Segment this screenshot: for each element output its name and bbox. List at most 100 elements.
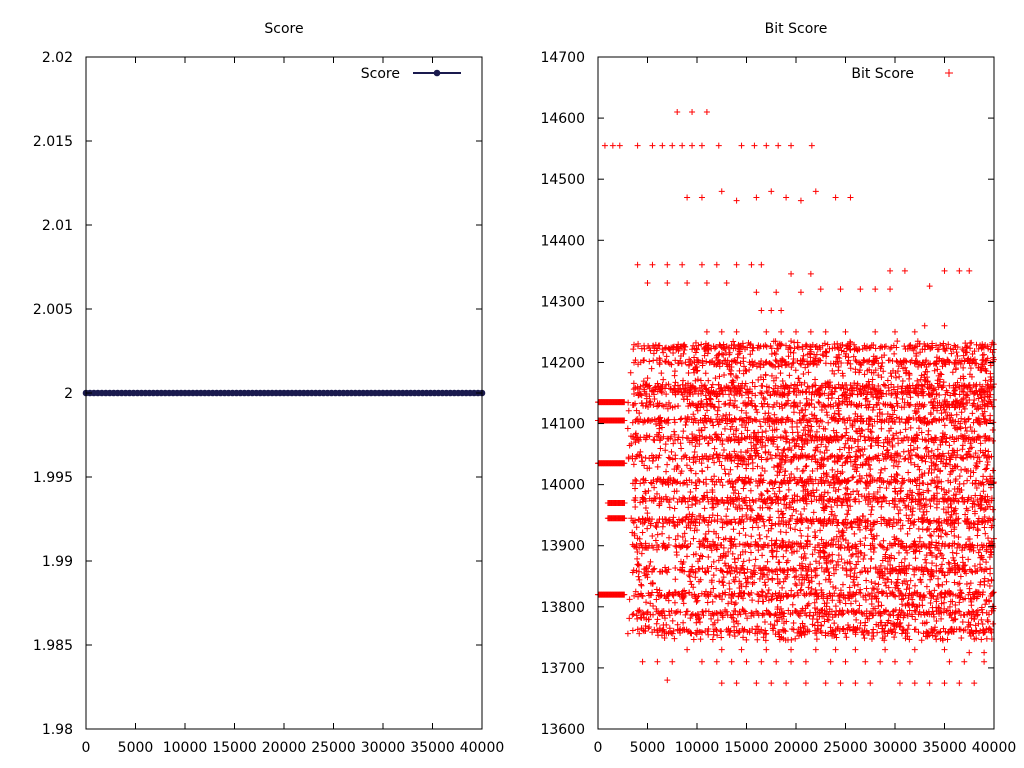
bit-score-band-point <box>857 517 864 524</box>
bit-score-point <box>717 553 724 560</box>
bit-score-point <box>862 535 869 542</box>
bit-score-point <box>652 522 659 529</box>
bit-score-point <box>758 658 765 665</box>
bit-score-band-point <box>664 569 671 576</box>
bit-score-band-point <box>675 388 682 395</box>
bit-score-band-point <box>718 567 725 574</box>
bit-score-point <box>802 658 809 665</box>
bit-score-point <box>674 621 681 628</box>
bit-score-band-point <box>981 361 988 368</box>
bit-score-point <box>684 414 691 421</box>
bit-score-band-point <box>736 416 743 423</box>
bit-score-band-point <box>669 518 676 525</box>
bit-score-point <box>756 532 763 539</box>
bit-score-point <box>941 267 948 274</box>
bit-score-band-point <box>885 387 892 394</box>
bit-score-point <box>868 507 875 514</box>
bit-score-point <box>838 502 845 509</box>
bit-score-point <box>949 369 956 376</box>
bit-score-point <box>769 434 776 441</box>
bit-score-point <box>784 593 791 600</box>
bit-score-band-point <box>782 401 789 408</box>
bit-score-band-point <box>886 611 893 618</box>
bit-score-point <box>935 575 942 582</box>
bit-score-band-point <box>772 357 779 364</box>
bit-score-point <box>721 401 728 408</box>
bit-score-point <box>642 504 649 511</box>
bit-score-band-point <box>888 479 895 486</box>
bit-score-band-point <box>760 477 767 484</box>
bit-score-point <box>649 261 656 268</box>
bit-score-point <box>654 658 661 665</box>
bit-score-point <box>652 537 659 544</box>
bit-score-point <box>906 375 913 382</box>
bit-score-point <box>903 586 910 593</box>
bit-score-point <box>956 267 963 274</box>
bit-score-point <box>901 267 908 274</box>
bit-score-point <box>771 420 778 427</box>
bit-score-point <box>766 516 773 523</box>
bit-score-point <box>768 307 775 314</box>
bit-score-point <box>822 680 829 687</box>
bit-score-point <box>890 591 897 598</box>
bit-score-band-point <box>774 388 781 395</box>
bit-score-band-point <box>696 498 703 505</box>
bit-score-band-point <box>763 593 770 600</box>
bit-score-point <box>664 280 671 287</box>
bit-score-point <box>653 454 660 461</box>
bit-score-point <box>733 564 740 571</box>
bit-score-band-point <box>629 611 636 618</box>
bit-score-band-point <box>797 400 804 407</box>
bit-score-band-point <box>730 402 737 409</box>
bit-score-point <box>868 636 875 643</box>
bit-score-point <box>689 142 696 149</box>
bit-score-point <box>702 370 709 377</box>
bit-score-point <box>638 582 645 589</box>
bit-score-point <box>704 464 711 471</box>
bit-score-band-point <box>811 437 818 444</box>
bit-score-point <box>906 636 913 643</box>
bit-score-point <box>822 328 829 335</box>
bit-score-point <box>796 576 803 583</box>
bit-score-band-point <box>900 437 907 444</box>
bit-score-point <box>740 525 747 532</box>
bit-score-point <box>817 553 824 560</box>
bit-score-band-point <box>677 416 684 423</box>
bit-score-point <box>699 608 706 615</box>
bit-score-point <box>649 532 656 539</box>
bit-score-point <box>974 532 981 539</box>
bit-score-point <box>923 559 930 566</box>
bit-score-band-point <box>781 610 788 617</box>
bit-score-band-point <box>745 388 752 395</box>
bit-score-band-point <box>650 401 657 408</box>
bit-score-band-point <box>711 345 718 352</box>
bit-score-point <box>989 426 996 433</box>
bit-score-point <box>910 521 917 528</box>
bit-score-point <box>644 510 651 517</box>
bit-score-point <box>967 365 974 372</box>
bit-score-point <box>836 411 843 418</box>
x-tick-label: 0 <box>82 740 91 756</box>
bit-score-point <box>839 581 846 588</box>
bit-score-point <box>713 658 720 665</box>
bit-score-band-point <box>918 454 925 461</box>
bit-score-point <box>821 550 828 557</box>
bit-score-band-point <box>696 544 703 551</box>
bit-score-point <box>630 380 637 387</box>
bit-score-point <box>743 511 750 518</box>
bit-score-point <box>808 142 815 149</box>
bit-score-point <box>752 556 759 563</box>
bit-score-point <box>975 433 982 440</box>
bit-score-point <box>755 524 762 531</box>
bit-score-point <box>783 529 790 536</box>
bit-score-band-point <box>665 566 672 573</box>
bit-score-point <box>711 473 718 480</box>
bit-score-point <box>727 426 734 433</box>
x-tick-label: 10000 <box>163 740 208 756</box>
bit-score-point <box>887 267 894 274</box>
bit-score-point <box>935 583 942 590</box>
bit-score-band-point <box>875 589 882 596</box>
bit-score-point <box>906 562 913 569</box>
bit-score-point <box>801 550 808 557</box>
bit-score-point <box>896 680 903 687</box>
